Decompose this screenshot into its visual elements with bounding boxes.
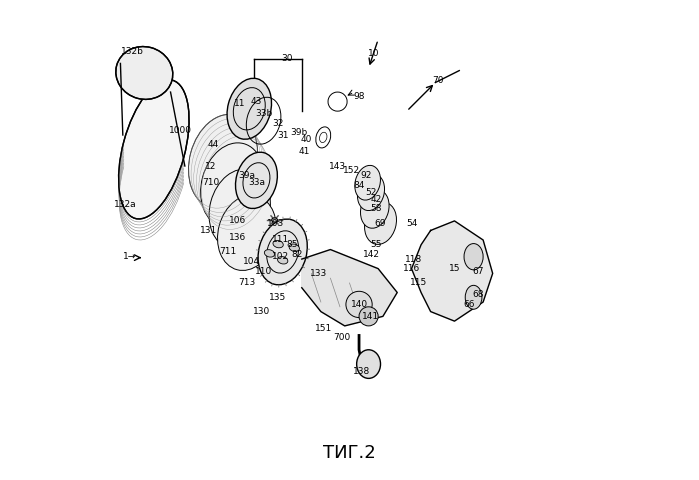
Ellipse shape <box>264 250 275 257</box>
Text: 31: 31 <box>277 131 289 140</box>
Text: 138: 138 <box>353 367 370 376</box>
Text: 12: 12 <box>206 162 217 170</box>
Text: 103: 103 <box>267 219 284 228</box>
Text: 1→: 1→ <box>123 252 136 261</box>
Text: 116: 116 <box>403 264 420 273</box>
Ellipse shape <box>346 291 372 318</box>
Text: 106: 106 <box>229 216 246 226</box>
Text: 132a: 132a <box>114 200 136 209</box>
Ellipse shape <box>289 244 299 252</box>
Text: 44: 44 <box>208 140 219 149</box>
Ellipse shape <box>359 307 378 326</box>
Ellipse shape <box>217 195 276 270</box>
Text: 151: 151 <box>315 324 332 333</box>
Ellipse shape <box>464 243 483 270</box>
Text: 711: 711 <box>219 247 236 256</box>
Text: 142: 142 <box>363 250 380 259</box>
Text: 67: 67 <box>473 266 484 276</box>
Text: 130: 130 <box>252 307 270 316</box>
Text: 39a: 39a <box>238 171 255 180</box>
Text: 33b: 33b <box>255 109 272 118</box>
Text: 135: 135 <box>269 293 287 302</box>
Ellipse shape <box>357 174 384 211</box>
Text: 136: 136 <box>229 233 246 242</box>
Text: 10: 10 <box>368 49 379 59</box>
Text: 66: 66 <box>463 300 475 309</box>
Text: 92: 92 <box>361 171 372 180</box>
Text: 30: 30 <box>282 54 293 63</box>
Ellipse shape <box>189 114 258 208</box>
Ellipse shape <box>272 218 278 222</box>
Text: 132b: 132b <box>121 47 144 56</box>
Text: 52: 52 <box>366 188 377 197</box>
Text: 140: 140 <box>350 300 368 309</box>
Ellipse shape <box>209 169 271 249</box>
Text: 15: 15 <box>449 264 460 273</box>
Polygon shape <box>412 221 493 321</box>
Text: 70: 70 <box>432 76 444 84</box>
Text: 42: 42 <box>370 195 382 204</box>
Text: 1000: 1000 <box>168 126 192 135</box>
Text: 41: 41 <box>298 147 310 156</box>
Text: 110: 110 <box>255 266 272 276</box>
Text: 111: 111 <box>272 236 289 244</box>
Ellipse shape <box>355 166 380 200</box>
Ellipse shape <box>236 152 278 208</box>
Text: 713: 713 <box>238 278 256 288</box>
Text: 98: 98 <box>353 92 365 101</box>
Text: 40: 40 <box>301 135 312 144</box>
Text: 143: 143 <box>329 162 346 170</box>
Polygon shape <box>302 250 397 326</box>
Text: 118: 118 <box>405 254 423 264</box>
Ellipse shape <box>466 285 482 309</box>
Text: 102: 102 <box>272 252 289 261</box>
Ellipse shape <box>258 219 308 285</box>
Ellipse shape <box>356 350 380 378</box>
Text: 33a: 33a <box>248 178 265 187</box>
Text: 133: 133 <box>310 269 327 278</box>
Text: 32: 32 <box>272 119 284 128</box>
Text: 131: 131 <box>200 226 217 235</box>
Text: 69: 69 <box>375 219 387 228</box>
Text: 152: 152 <box>343 166 361 175</box>
Ellipse shape <box>273 240 283 248</box>
Text: 54: 54 <box>406 219 417 228</box>
Text: 85: 85 <box>287 240 298 249</box>
Text: 43: 43 <box>251 97 262 106</box>
Text: 55: 55 <box>370 240 382 249</box>
Text: 11: 11 <box>234 99 245 108</box>
Text: 82: 82 <box>291 250 303 259</box>
Text: 39b: 39b <box>291 128 308 137</box>
Text: 84: 84 <box>354 180 365 190</box>
Text: 68: 68 <box>473 290 484 300</box>
Text: 115: 115 <box>410 278 427 288</box>
Text: 141: 141 <box>362 312 380 321</box>
Ellipse shape <box>361 190 389 228</box>
Ellipse shape <box>119 80 189 219</box>
Ellipse shape <box>116 47 173 99</box>
Ellipse shape <box>278 257 288 264</box>
Text: ΤИГ.2: ΤИГ.2 <box>323 444 376 462</box>
Text: 58: 58 <box>370 204 382 214</box>
Ellipse shape <box>201 143 264 228</box>
Text: 104: 104 <box>243 257 260 266</box>
Text: 710: 710 <box>203 178 219 187</box>
Text: 700: 700 <box>333 333 351 342</box>
Ellipse shape <box>365 202 396 244</box>
Ellipse shape <box>227 78 271 139</box>
